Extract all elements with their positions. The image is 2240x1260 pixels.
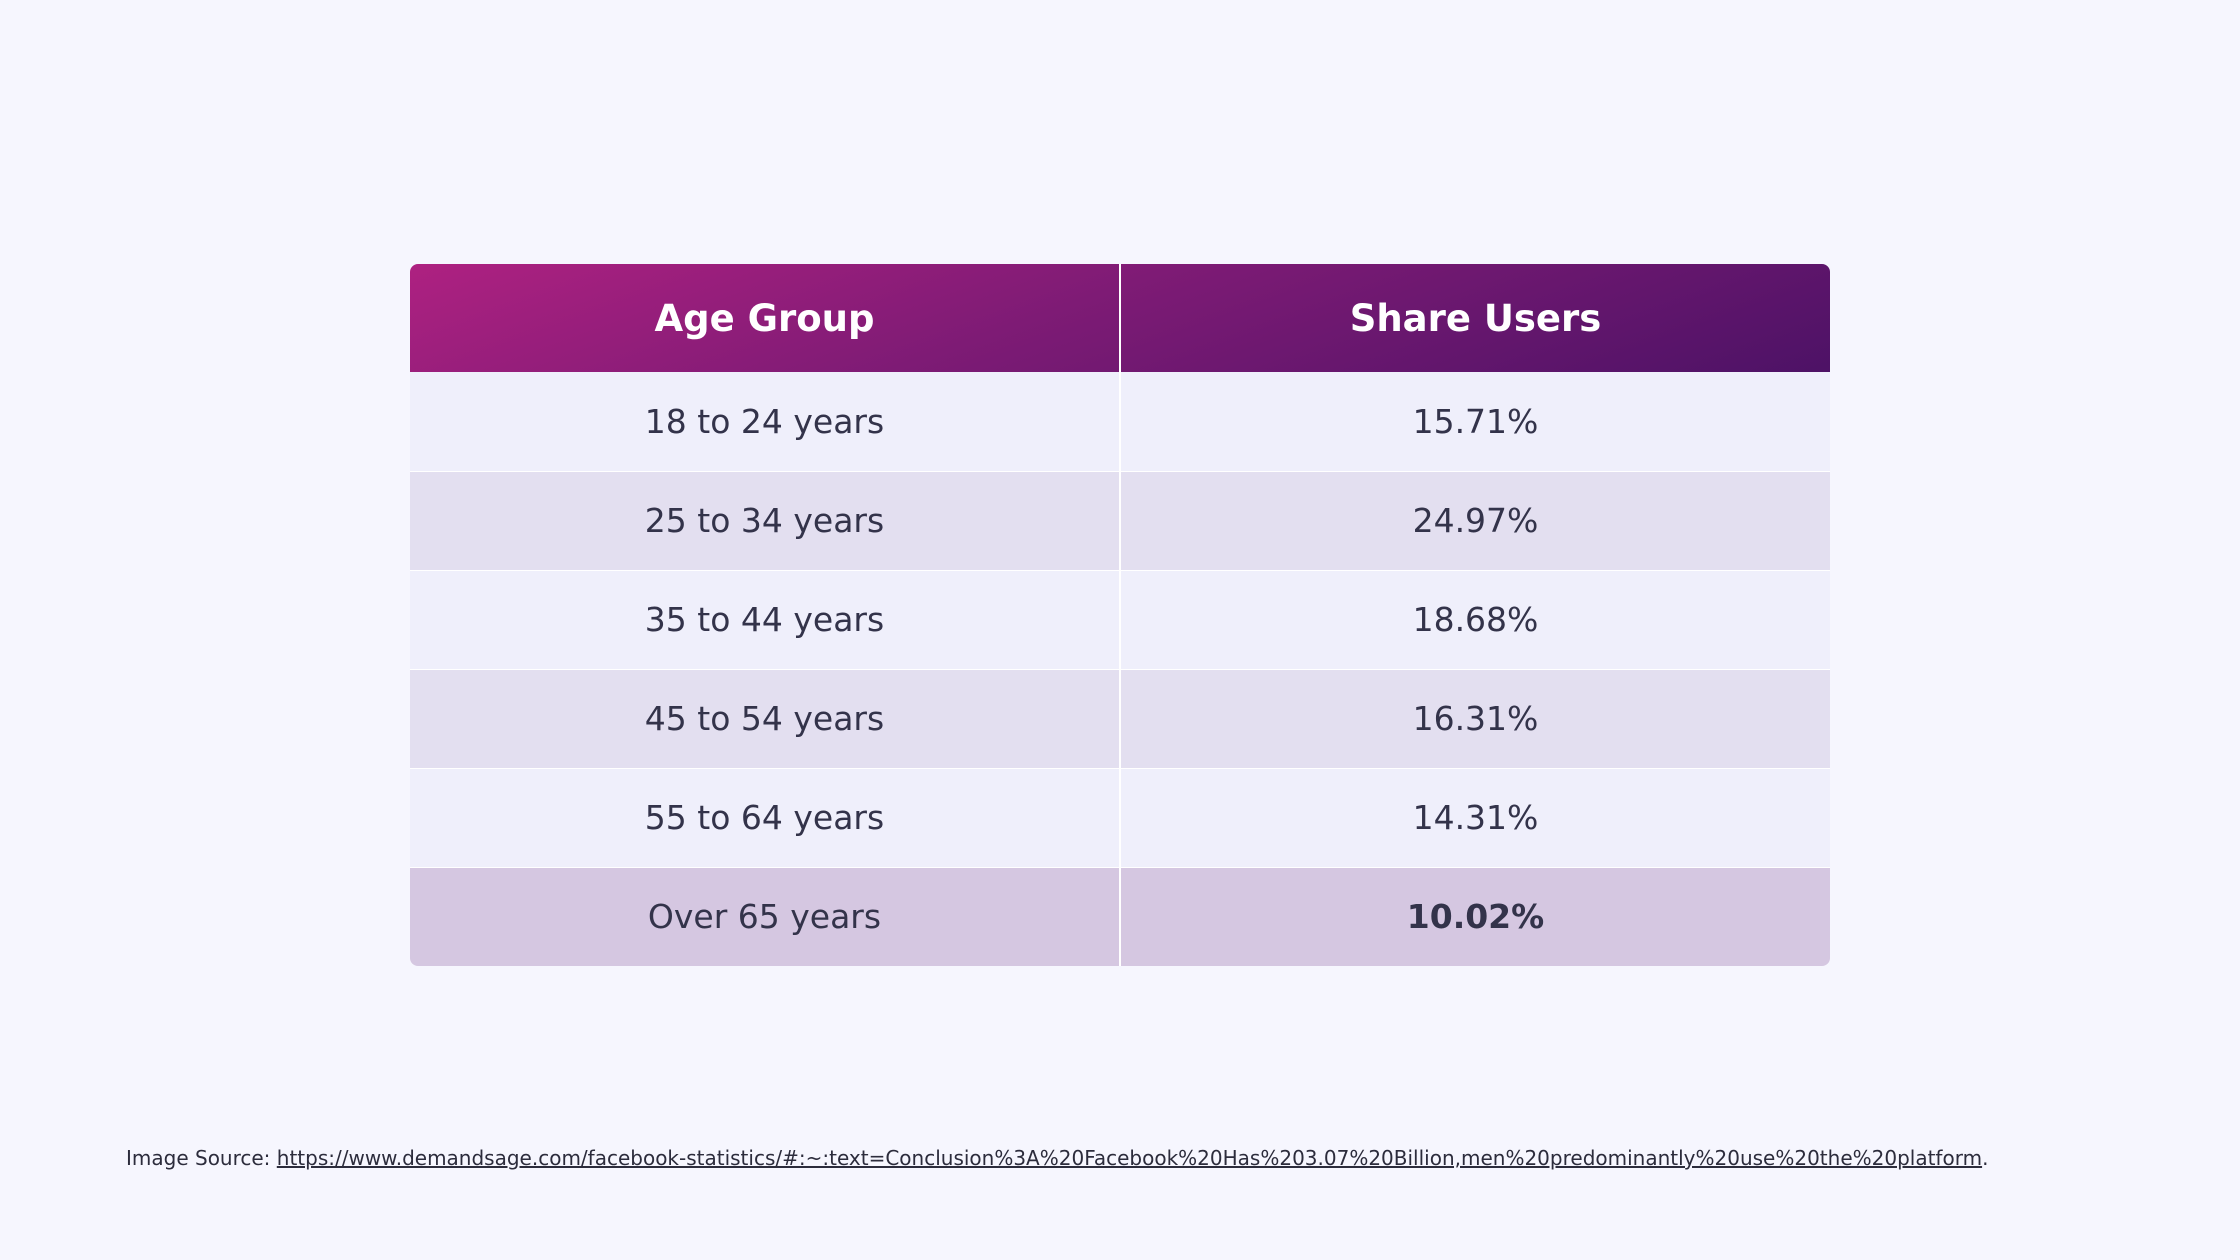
column-header-share-users: Share Users bbox=[1119, 264, 1830, 372]
table-row: 55 to 64 years 14.31% bbox=[410, 767, 1830, 867]
image-source-caption: Image Source: https://www.demandsage.com… bbox=[126, 1146, 1988, 1170]
table-row: 45 to 54 years 16.31% bbox=[410, 668, 1830, 768]
source-link[interactable]: https://www.demandsage.com/facebook-stat… bbox=[276, 1146, 1983, 1170]
share-cell: 18.68% bbox=[1119, 569, 1830, 669]
share-cell: 10.02% bbox=[1119, 866, 1830, 966]
age-group-cell: 35 to 44 years bbox=[410, 569, 1120, 669]
age-group-cell: 25 to 34 years bbox=[410, 470, 1120, 570]
age-group-cell: 45 to 54 years bbox=[410, 668, 1120, 768]
table-row: 35 to 44 years 18.68% bbox=[410, 569, 1830, 669]
age-share-table: Age Group Share Users 18 to 24 years 15.… bbox=[410, 264, 1830, 966]
share-cell: 14.31% bbox=[1119, 767, 1830, 867]
age-group-cell: 18 to 24 years bbox=[644, 401, 885, 441]
column-header-age-group: Age Group bbox=[654, 296, 875, 340]
age-group-cell: 55 to 64 years bbox=[410, 767, 1120, 867]
share-cell: 16.31% bbox=[1119, 668, 1830, 768]
source-suffix: . bbox=[1982, 1146, 1989, 1170]
table-row-highlighted: Over 65 years 10.02% bbox=[410, 866, 1830, 966]
data-table: Age Group Share Users 18 to 24 years 15.… bbox=[410, 264, 1830, 966]
source-label: Image Source: bbox=[126, 1146, 277, 1170]
table-header-row: Age Group Share Users bbox=[410, 264, 1830, 372]
table-row: 18 to 24 years 15.71% bbox=[410, 372, 1830, 471]
share-cell: 24.97% bbox=[1119, 470, 1830, 570]
age-group-cell: Over 65 years bbox=[410, 866, 1120, 966]
table-row: 25 to 34 years 24.97% bbox=[410, 470, 1830, 570]
share-cell: 15.71% bbox=[1119, 372, 1830, 471]
